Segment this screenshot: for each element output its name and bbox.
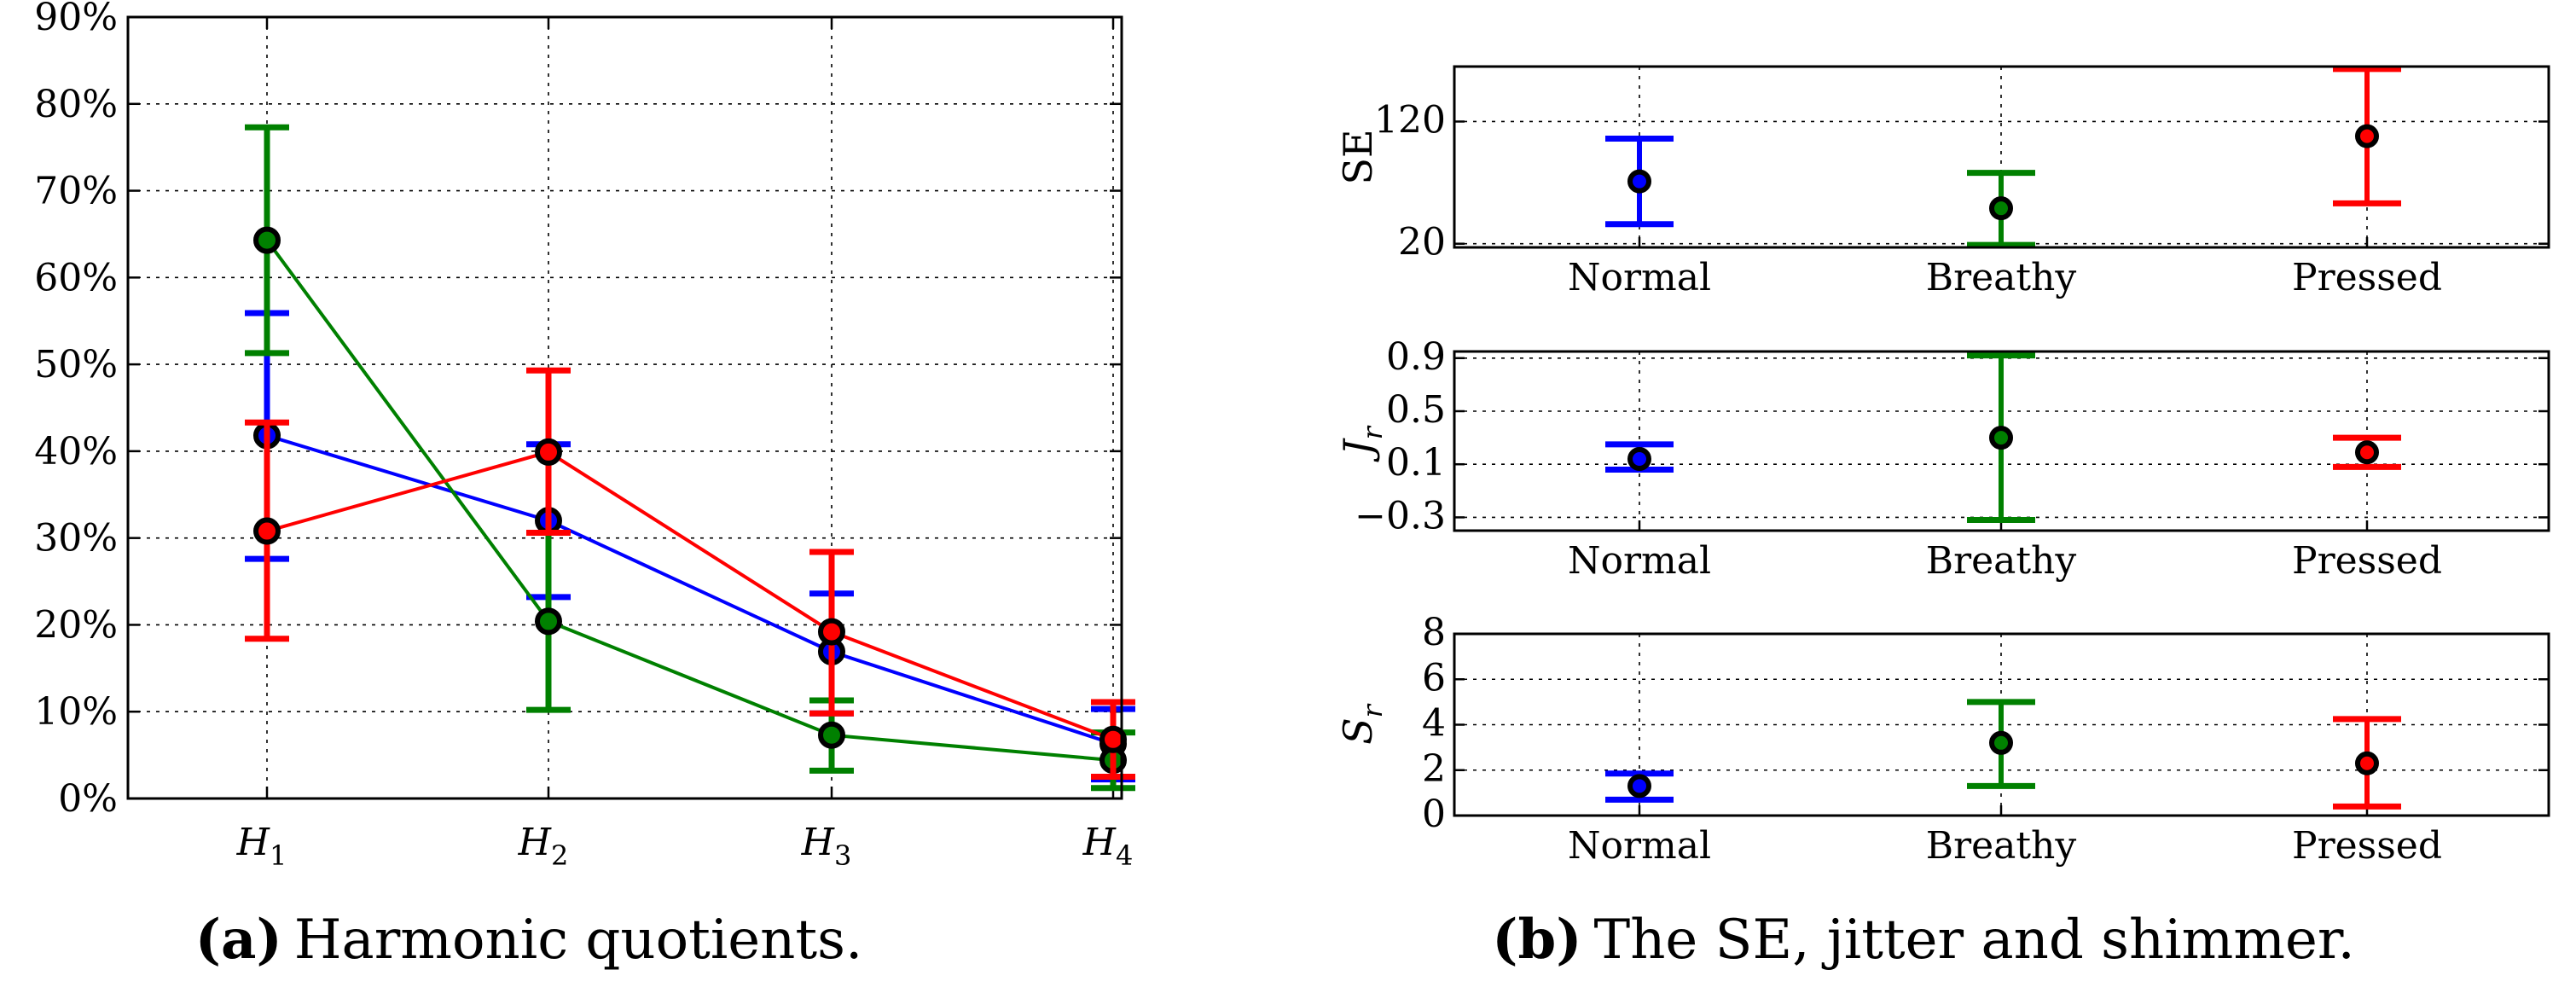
y-axis-label-base: S: [1335, 717, 1381, 745]
x-tick-subscript: 4: [1116, 839, 1133, 872]
data-point: [1627, 447, 1651, 471]
data-point: [2355, 440, 2379, 465]
y-tick-label: 0.9: [1386, 335, 1446, 379]
y-tick-label: 6: [1422, 656, 1446, 700]
data-point: [2355, 124, 2379, 148]
y-tick-label: 0.1: [1386, 441, 1446, 485]
x-tick-base: H: [518, 821, 553, 864]
x-tick-label: Normal: [1568, 824, 1711, 868]
plot-frame: [1453, 632, 2550, 817]
panel-a-harmonic-quotients: 0%10%20%30%40%50%60%70%80%90%H1 H2 H3 H4: [34, 0, 1135, 872]
x-tick-base: H: [236, 821, 271, 864]
caption-a: (a) Harmonic quotients.: [195, 908, 863, 972]
point-pressed: [2333, 716, 2401, 810]
caption-b-text: The SE, jitter and shimmer.: [1594, 909, 2355, 972]
x-tick-label: Normal: [1568, 539, 1711, 583]
series-line: [266, 433, 1114, 746]
data-point: [253, 226, 281, 254]
data-point: [1627, 169, 1651, 194]
data-point: [818, 721, 845, 749]
y-tick-label: 70%: [34, 170, 118, 213]
y-tick-label: 0.5: [1386, 388, 1446, 432]
x-tick-label: Pressed: [2292, 824, 2442, 868]
data-point: [535, 607, 562, 636]
caption-a-text: Harmonic quotients.: [294, 909, 863, 972]
x-tick-label: H4: [1082, 821, 1134, 872]
plot-frame: [1453, 65, 2550, 249]
data-point: [1099, 725, 1127, 753]
x-tick-label: H1: [236, 821, 287, 872]
plot-area-a: [128, 17, 1122, 798]
x-tick-label: H3: [801, 821, 852, 872]
y-axis-label: SE: [1335, 129, 1381, 184]
data-point: [818, 618, 845, 646]
point-breathy: [1967, 352, 2035, 524]
point-normal: [1605, 441, 1674, 473]
data-point: [2355, 751, 2379, 775]
series-breathy: [245, 124, 1135, 792]
y-tick-label: 90%: [34, 0, 118, 39]
y-tick-label: 8: [1422, 611, 1446, 654]
x-tick-subscript: 2: [551, 839, 568, 872]
caption-b-label: (b): [1492, 908, 1581, 972]
y-tick-label: 60%: [34, 256, 118, 299]
panel-b-se: 20 120 Normal Breathy Pressed SE: [1335, 65, 2550, 299]
y-tick-label: 80%: [34, 83, 118, 126]
y-axis-label-subscript: r: [1356, 425, 1389, 439]
x-tick-subscript: 1: [270, 839, 287, 872]
plot-frame: [1453, 350, 2550, 532]
y-tick-label: −0.3: [1355, 494, 1446, 537]
point-normal: [1605, 136, 1674, 228]
data-point: [1989, 426, 2013, 450]
y-axis-label-subscript: r: [1356, 703, 1389, 717]
point-breathy: [1967, 170, 2035, 248]
caption-a-label: (a): [195, 908, 282, 972]
data-point: [253, 517, 281, 545]
x-tick-subscript: 3: [834, 839, 851, 872]
panel-b-jitter: −0.3 0.1 0.5 0.9 Normal Breathy Pressed Jr: [1335, 335, 2550, 583]
x-tick-base: H: [801, 821, 836, 864]
x-tick-label: Normal: [1568, 256, 1711, 299]
data-point: [1989, 730, 2013, 755]
y-tick-label: 30%: [34, 517, 118, 560]
y-tick-label: 120: [1374, 98, 1446, 142]
plot-frame-a: [126, 15, 1123, 800]
point-normal: [1605, 770, 1674, 803]
y-axis-label: Jr: [1335, 425, 1389, 462]
y-tick-label: 20: [1398, 221, 1446, 264]
series-pressed: [245, 367, 1135, 781]
x-tick-label: H2: [518, 821, 569, 872]
series-line: [266, 450, 1114, 741]
x-tick-label: Breathy: [1926, 824, 2077, 868]
series-line: [265, 239, 1114, 763]
data-point: [1989, 196, 2013, 221]
point-pressed: [2333, 434, 2401, 470]
y-tick-label: 0%: [58, 777, 118, 821]
data-point: [1627, 774, 1651, 798]
y-tick-label: 10%: [34, 690, 118, 734]
x-tick-label: Breathy: [1926, 539, 2077, 583]
y-tick-label: 50%: [34, 343, 118, 386]
y-tick-label: 4: [1422, 702, 1446, 746]
x-tick-base: H: [1082, 821, 1117, 864]
y-tick-label: 20%: [34, 603, 118, 647]
caption-b: (b) The SE, jitter and shimmer.: [1492, 908, 2355, 972]
point-breathy: [1967, 699, 2035, 789]
y-tick-label: 0: [1422, 793, 1446, 836]
y-axis-label: Sr: [1335, 703, 1389, 745]
x-tick-label: Pressed: [2292, 256, 2442, 299]
point-pressed: [2333, 66, 2401, 206]
data-point: [535, 438, 562, 466]
y-tick-label: 40%: [34, 430, 118, 473]
x-tick-label: Pressed: [2292, 539, 2442, 583]
y-axis-label-base: J: [1335, 438, 1381, 462]
y-tick-label: 2: [1422, 747, 1446, 791]
x-tick-label: Breathy: [1926, 256, 2077, 299]
